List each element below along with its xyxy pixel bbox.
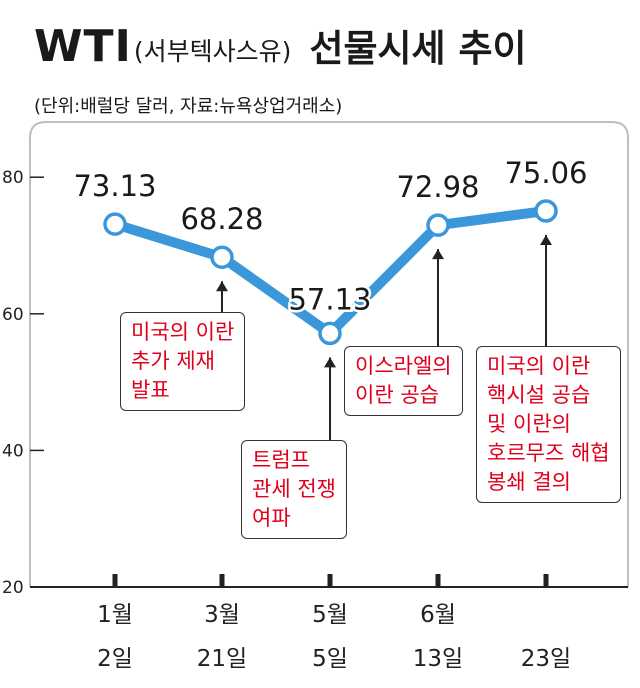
chart-subtitle: (단위:배럴당 달러, 자료:뉴욕상업거래소): [34, 96, 343, 117]
x-tick-label-1: 3월 21일: [197, 602, 247, 672]
data-label-3: 72.98: [396, 170, 479, 204]
title-main: WTI: [34, 21, 132, 72]
y-tick-label-40: 40: [2, 441, 24, 461]
y-tick-label-20: 20: [2, 578, 24, 598]
data-label-0: 73.13: [73, 169, 156, 203]
data-point-1: [210, 245, 234, 269]
annotation-israel-strike: 이스라엘의 이란 공습: [344, 346, 463, 416]
data-point-0: [103, 212, 127, 236]
data-label-1: 68.28: [180, 202, 263, 236]
annotation-arrowhead-2: [324, 357, 336, 368]
data-point-2: [318, 321, 342, 346]
x-tick-label-4: 23일: [521, 646, 571, 672]
annotation-arrowhead-1: [216, 281, 228, 292]
annotation-arrowhead-3: [432, 249, 444, 260]
x-tick-label-3: 6월 13일: [413, 602, 463, 672]
x-tick-label-2: 5월 5일: [312, 602, 348, 672]
annotation-tariff-war: 트럼프 관세 전쟁 여파: [241, 440, 347, 539]
data-label-2: 57.13: [288, 282, 371, 316]
title-paren: (서부텍사스유): [133, 37, 292, 66]
y-tick-label-80: 80: [2, 168, 24, 188]
title-rest: 선물시세 추이: [309, 27, 527, 70]
x-tick-label-0: 1월 2일: [97, 602, 133, 672]
data-point-3: [426, 213, 450, 237]
data-point-4: [534, 199, 558, 223]
annotation-us-strike-hormuz: 미국의 이란 핵시설 공습 및 이란의 호르무즈 해협 봉쇄 결의: [476, 346, 621, 503]
annotation-sanctions: 미국의 이란 추가 제재 발표: [120, 312, 246, 411]
chart-title: WTI (서부텍사스유) 선물시세 추이: [34, 18, 527, 72]
annotation-arrowhead-4: [540, 234, 552, 245]
plot-frame: [29, 121, 629, 587]
y-tick-label-60: 60: [2, 305, 24, 325]
data-label-4: 75.06: [504, 156, 587, 190]
